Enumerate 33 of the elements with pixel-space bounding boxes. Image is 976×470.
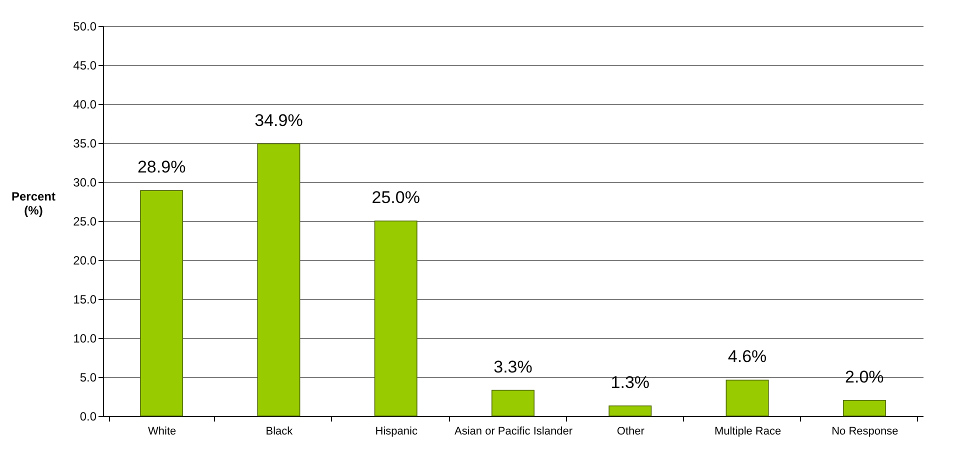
- data-label: 34.9%: [254, 110, 303, 130]
- x-tick-label: No Response: [832, 426, 898, 438]
- y-tick-label: 50.0: [73, 20, 97, 34]
- bar: [726, 380, 769, 416]
- y-tick-label: 45.0: [73, 58, 97, 72]
- bar: [842, 400, 886, 416]
- bar: [257, 143, 300, 416]
- y-axis-title: Percent (%): [11, 190, 56, 218]
- data-label: 28.9%: [137, 158, 186, 177]
- x-tick-label: Multiple Race: [714, 426, 782, 438]
- data-label: 4.6%: [728, 347, 767, 366]
- data-label: 25.0%: [372, 188, 420, 207]
- data-label: 1.3%: [610, 372, 650, 392]
- y-tick-label: 30.0: [73, 176, 97, 190]
- bar: [374, 220, 418, 416]
- y-tick-label: 40.0: [73, 98, 97, 112]
- bar: [140, 190, 184, 416]
- x-tick-label: Black: [266, 426, 294, 438]
- x-tick-label: Hispanic: [375, 426, 418, 438]
- x-tick-label: Other: [616, 426, 645, 438]
- data-label: 3.3%: [494, 357, 532, 376]
- y-tick-label: 35.0: [73, 136, 97, 150]
- y-tick-label: 10.0: [73, 332, 97, 346]
- x-tick-label: Asian or Pacific Islander: [454, 426, 573, 438]
- bar: [608, 405, 652, 416]
- y-tick-label: 20.0: [73, 254, 97, 268]
- x-tick-label: White: [148, 426, 176, 438]
- y-tick-label: 0.0: [80, 410, 97, 424]
- bar: [492, 390, 534, 416]
- data-label: 2.0%: [845, 367, 884, 386]
- y-tick-label: 5.0: [80, 370, 97, 384]
- y-tick-label: 25.0: [73, 214, 97, 228]
- y-tick-label: 15.0: [73, 292, 97, 306]
